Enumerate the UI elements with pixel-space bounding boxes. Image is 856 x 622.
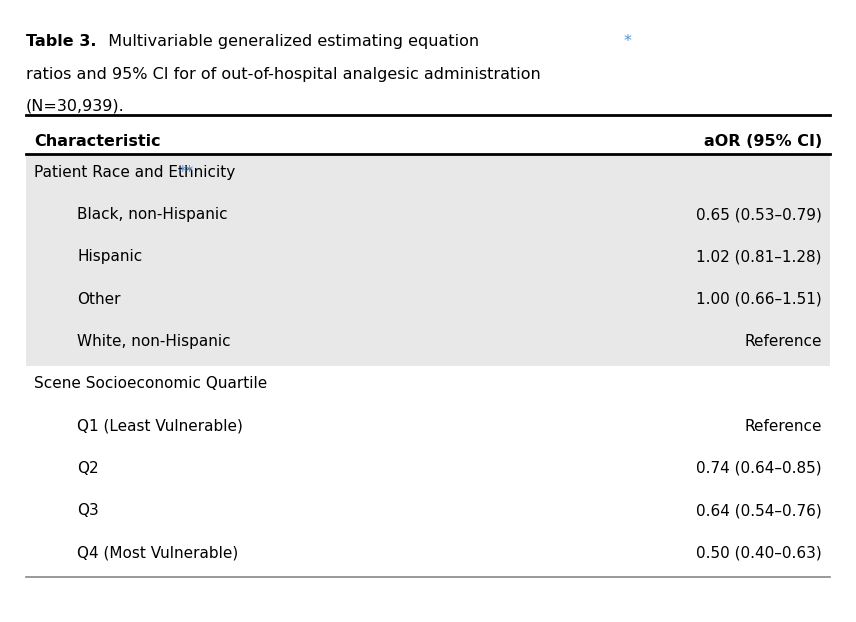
Text: **: ** [179,165,194,180]
Bar [26,323,830,366]
Text: 0.74 (0.64–0.85): 0.74 (0.64–0.85) [696,461,822,476]
Text: 0.65 (0.53–0.79): 0.65 (0.53–0.79) [696,207,822,222]
Text: (N=30,939).: (N=30,939). [26,99,124,114]
Bar [26,197,830,239]
Text: aOR (95% CI): aOR (95% CI) [704,134,822,149]
Bar [26,450,830,493]
Text: Q4 (Most Vulnerable): Q4 (Most Vulnerable) [77,545,238,560]
Text: Patient Race and Ethnicity: Patient Race and Ethnicity [34,165,235,180]
Bar [26,493,830,535]
Text: Reference: Reference [744,334,822,349]
Text: White, non-Hispanic: White, non-Hispanic [77,334,230,349]
Text: Table 3.: Table 3. [26,34,96,49]
Text: 1.02 (0.81–1.28): 1.02 (0.81–1.28) [696,249,822,264]
Text: Q1 (Least Vulnerable): Q1 (Least Vulnerable) [77,419,243,434]
Text: ratios and 95% CI for of out-of-hospital analgesic administration: ratios and 95% CI for of out-of-hospital… [26,67,540,81]
Text: Q3: Q3 [77,503,98,518]
Text: 0.50 (0.40–0.63): 0.50 (0.40–0.63) [696,545,822,560]
Bar [26,408,830,450]
Bar [26,239,830,281]
Text: Scene Socioeconomic Quartile: Scene Socioeconomic Quartile [34,376,267,391]
Text: Hispanic: Hispanic [77,249,142,264]
Text: Other: Other [77,292,121,307]
Bar [26,154,830,197]
Text: Black, non-Hispanic: Black, non-Hispanic [77,207,228,222]
Text: 0.64 (0.54–0.76): 0.64 (0.54–0.76) [696,503,822,518]
Text: 1.00 (0.66–1.51): 1.00 (0.66–1.51) [696,292,822,307]
Bar [26,535,830,577]
Text: Reference: Reference [744,419,822,434]
Text: *: * [623,34,631,49]
Bar [26,281,830,323]
Text: Q2: Q2 [77,461,98,476]
Text: Characteristic: Characteristic [34,134,161,149]
Bar [26,366,830,408]
Text: Multivariable generalized estimating equation: Multivariable generalized estimating equ… [98,34,479,49]
